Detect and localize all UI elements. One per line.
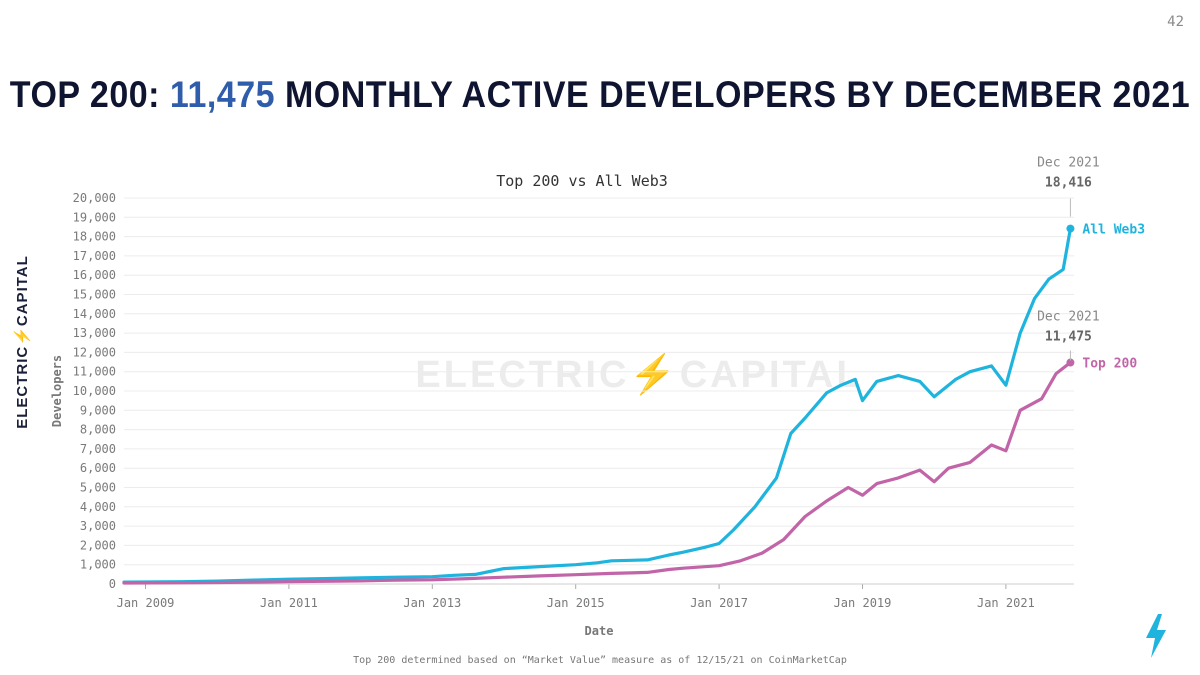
x-tick-label: Jan 2013: [403, 596, 461, 610]
y-tick-label: 7,000: [80, 442, 116, 456]
y-tick-label: 3,000: [80, 519, 116, 533]
x-tick-label: Jan 2021: [977, 596, 1035, 610]
y-tick-label: 5,000: [80, 481, 116, 495]
y-axis-label: Developers: [50, 355, 64, 427]
series-end-name: Top 200: [1082, 357, 1137, 372]
title-suffix: MONTHLY ACTIVE DEVELOPERS BY DECEMBER 20…: [275, 74, 1191, 116]
title-prefix: TOP 200:: [9, 74, 170, 116]
y-tick-label: 11,000: [73, 365, 116, 379]
y-tick-label: 20,000: [73, 191, 116, 205]
y-tick-label: 15,000: [73, 288, 116, 302]
y-tick-label: 19,000: [73, 210, 116, 224]
y-tick-label: 9,000: [80, 403, 116, 417]
series-end-name: All Web3: [1082, 223, 1145, 238]
page-title: TOP 200: 11,475 MONTHLY ACTIVE DEVELOPER…: [0, 74, 1200, 116]
y-tick-label: 6,000: [80, 461, 116, 475]
series-line-top-200: [122, 360, 1073, 585]
series-end-point: [1066, 224, 1075, 233]
annotation-date: Dec 2021: [1037, 156, 1100, 171]
chart-title: Top 200 vs All Web3: [496, 172, 668, 190]
x-axis-label: Date: [585, 624, 614, 638]
y-tick-label: 18,000: [73, 230, 116, 244]
y-tick-label: 1,000: [80, 558, 116, 572]
y-tick-label: 17,000: [73, 249, 116, 263]
x-tick-label: Jan 2017: [690, 596, 748, 610]
y-tick-label: 10,000: [73, 384, 116, 398]
y-tick-label: 13,000: [73, 326, 116, 340]
y-tick-label: 8,000: [80, 423, 116, 437]
x-tick-label: Jan 2011: [260, 596, 318, 610]
lightning-bolt-icon: [1146, 614, 1166, 658]
footnote: Top 200 determined based on “Market Valu…: [353, 655, 847, 666]
y-tick-label: 4,000: [80, 500, 116, 514]
series-end-point: [1066, 358, 1075, 367]
y-tick-label: 16,000: [73, 268, 116, 282]
y-tick-label: 0: [109, 577, 116, 591]
x-tick-label: Jan 2015: [547, 596, 605, 610]
annotation-value: 18,416: [1045, 176, 1092, 191]
series-line-all-web3: [122, 227, 1073, 584]
annotation-value: 11,475: [1045, 330, 1092, 345]
slide-number: 42: [1167, 14, 1184, 30]
y-tick-label: 2,000: [80, 538, 116, 552]
watermark-text: ELECTRIC⚡CAPITAL: [415, 352, 862, 397]
y-tick-label: 12,000: [73, 345, 116, 359]
x-tick-label: Jan 2009: [117, 596, 175, 610]
x-tick-label: Jan 2019: [834, 596, 892, 610]
annotation-date: Dec 2021: [1037, 310, 1100, 325]
title-highlight: 11,475: [169, 74, 276, 116]
y-tick-label: 14,000: [73, 307, 116, 321]
